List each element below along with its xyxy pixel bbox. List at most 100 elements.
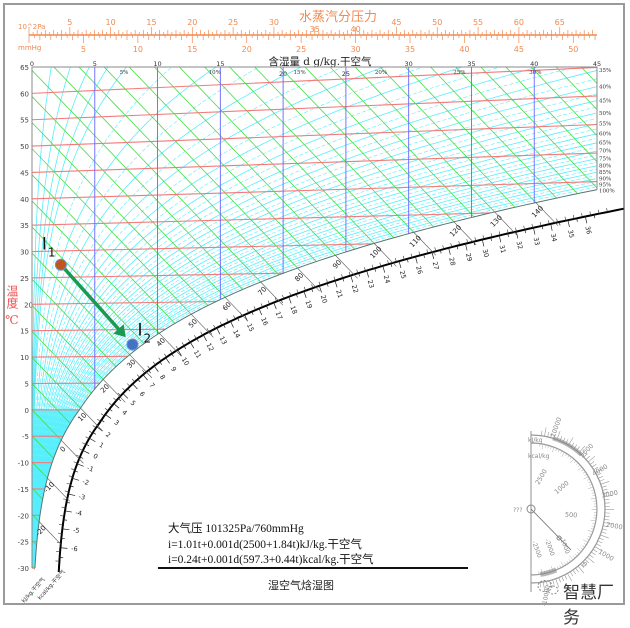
protractor-outer-label: 2000 [606, 521, 624, 532]
pressure-label-hpa: 35 [310, 25, 320, 34]
protractor-tick [596, 544, 600, 546]
isotherm-line [32, 356, 128, 357]
protractor-tick [600, 535, 608, 538]
y-tick-label: 65 [20, 64, 29, 72]
y-tick-label: 10 [20, 354, 29, 362]
y-tick-label: -25 [18, 539, 29, 547]
y-tick-label: 40 [20, 196, 29, 204]
rh-label: 45% [599, 99, 611, 105]
rh-label: 40% [599, 85, 611, 91]
rh-label: 85% [599, 170, 611, 176]
pressure-label-hpa: 30 [269, 18, 279, 27]
isotherm-line [32, 124, 597, 146]
rh-label: 100% [599, 189, 615, 195]
y-tick-label: 25 [20, 275, 29, 283]
rh-label: 60% [599, 132, 611, 138]
chart-title: 湿空气焓湿图 [268, 577, 334, 593]
y-tick-label: -20 [18, 512, 29, 520]
protractor-unit-kcal: kcal/kg [528, 453, 550, 460]
divider [158, 567, 468, 569]
pressure-label-mmhg: 45 [514, 45, 524, 54]
pressure-label-hpa: 40 [351, 25, 361, 34]
rh-label: 5% [120, 70, 129, 76]
rh-label: 65% [599, 141, 611, 147]
state-point-subscript: 2 [143, 332, 151, 346]
state-point-label: I [42, 235, 47, 255]
pressure-label-hpa: 25 [228, 18, 238, 27]
state-point-label: I [137, 321, 142, 341]
rh-label: 55% [599, 122, 611, 128]
enthalpy-formula-kj: i=1.01t+0.001d(2500+1.84t)kJ/kg.干空气 [168, 538, 374, 554]
y-tick-label: 0 [25, 407, 29, 415]
pressure-label-hpa: 5 [67, 18, 72, 27]
y-tick-label: 50 [20, 143, 29, 151]
protractor-tick [601, 532, 606, 534]
y-axis-label: 温度 ℃ [4, 285, 21, 327]
pressure-label-mmhg: 10 [133, 45, 143, 54]
protractor-side-mark: ??? [513, 507, 523, 514]
protractor-inner-label: 500 [565, 510, 578, 519]
kcal-label: -4 [75, 509, 83, 518]
y-tick-label: 5 [25, 380, 29, 388]
kcal-label: 35 [566, 229, 576, 239]
pressure-label-mmhg: 35 [405, 45, 415, 54]
rh-label: 70% [599, 149, 611, 155]
pressure-label-mmhg: 15 [187, 45, 197, 54]
pressure-label-hpa: 50 [432, 18, 442, 27]
protractor-tick [601, 481, 609, 484]
pressure-unit-mmhg: mmHg [18, 44, 41, 52]
pressure-label-mmhg: 5 [81, 45, 86, 54]
y-tick-label: 35 [20, 222, 29, 230]
chart-notes: 大气压 101325Pa/760mmHg i=1.01t+0.001d(2500… [168, 522, 374, 569]
y-tick-label: -30 [18, 565, 29, 573]
watermark-text: 智慧厂务 [563, 578, 630, 628]
y-tick-label: 45 [20, 169, 29, 177]
atmospheric-pressure-note: 大气压 101325Pa/760mmHg [168, 522, 374, 538]
rh-label: 20% [375, 70, 387, 76]
pressure-label-mmhg: 30 [350, 45, 360, 54]
protractor-outer-label: 3000 [601, 489, 619, 500]
pressure-label-hpa: 10 [106, 18, 116, 27]
kcal-label: -6 [71, 545, 78, 554]
pressure-label-mmhg: 25 [296, 45, 306, 54]
pressure-label-hpa: 45 [391, 18, 401, 27]
rh-label: 75% [599, 156, 611, 162]
state-point-subscript: 1 [48, 246, 56, 260]
pressure-label-hpa: 55 [473, 18, 483, 27]
kcal-label: -5 [73, 526, 80, 535]
y-tick-label: 15 [20, 328, 29, 336]
state-point-marker [127, 339, 138, 350]
protractor-tick [599, 538, 604, 540]
protractor-tick [598, 541, 603, 543]
protractor-tick [600, 479, 605, 481]
y-tick-label: -15 [18, 486, 29, 494]
protractor-tick [602, 529, 607, 530]
pressure-label-hpa: 20 [187, 18, 197, 27]
rh-label: 30% [529, 70, 541, 76]
y-tick-label: 30 [20, 249, 29, 257]
y-tick-label: -10 [18, 460, 29, 468]
rh-label: 25% [453, 70, 465, 76]
protractor-outer-label: 1000 [597, 548, 615, 563]
pressure-scale-title: 水蒸汽分压力 [299, 10, 377, 25]
state-point-marker [55, 259, 66, 270]
protractor-tick [602, 486, 607, 487]
pressure-label-mmhg: 50 [568, 45, 578, 54]
y-tick-label: 55 [20, 117, 29, 125]
rh-label: 80% [599, 164, 611, 170]
pressure-label-hpa: 60 [514, 18, 524, 27]
protractor-unit-kj: kJ/kg [528, 437, 543, 444]
rh-label: 50% [599, 111, 611, 117]
rh-label: 10% [209, 70, 221, 76]
rh-label: 15% [294, 70, 306, 76]
protractor-tick [604, 499, 609, 500]
rh-label: 90% [599, 176, 611, 182]
pressure-label-hpa: 65 [555, 18, 565, 27]
protractor-tick [598, 476, 603, 478]
pressure-label-hpa: 15 [146, 18, 156, 27]
rh-label: 35% [599, 68, 611, 74]
kcal-label: 36 [583, 225, 593, 235]
pressure-label-mmhg: 40 [459, 45, 469, 54]
x-axis-label: 含湿量 d g/kg.干空气 [268, 55, 372, 68]
